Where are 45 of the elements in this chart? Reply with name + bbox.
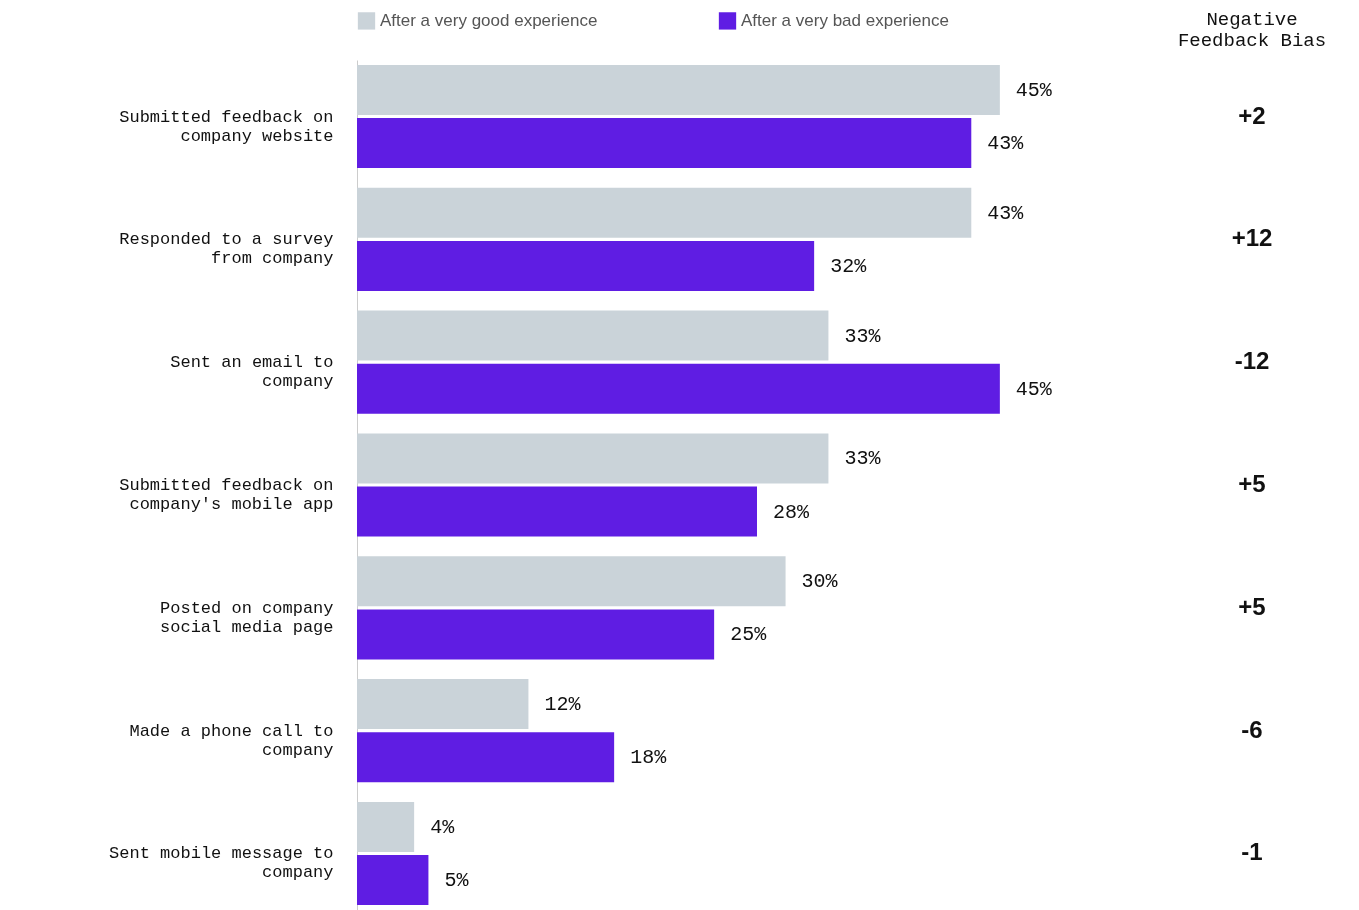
data-label: 33% <box>844 324 882 348</box>
y-tick-label: Submitted feedback on company website <box>119 107 334 146</box>
data-label: 12% <box>544 693 582 717</box>
annotation: -12 <box>1234 347 1270 375</box>
data-label: 4% <box>430 815 456 839</box>
bar <box>357 363 1000 414</box>
data-label: 33% <box>844 447 882 471</box>
bar <box>357 310 829 361</box>
annotation: +5 <box>1238 470 1266 497</box>
data-label: 28% <box>773 500 810 524</box>
data-label: 32% <box>830 254 868 278</box>
data-label: 5% <box>444 869 470 893</box>
data-label: 30% <box>801 570 839 594</box>
bar <box>357 433 829 484</box>
legend-label: After a very good experience <box>380 10 598 30</box>
y-tick-label: Submitted feedback on company's mobile app <box>119 476 334 514</box>
annotation: +12 <box>1231 224 1273 252</box>
data-label: 45% <box>1015 78 1053 102</box>
bar <box>357 486 757 537</box>
y-tick-label: Made a phone call to company <box>129 721 334 760</box>
annotation: +5 <box>1238 592 1266 620</box>
y-tick-label: Sent mobile message to company <box>109 844 334 883</box>
annotation: -6 <box>1241 715 1263 743</box>
data-label: 45% <box>1015 377 1053 401</box>
annotation: -1 <box>1241 838 1263 866</box>
bar <box>357 64 1000 115</box>
bar <box>357 679 529 730</box>
y-tick-label: Posted on company social media page <box>160 598 334 637</box>
bar <box>357 609 715 660</box>
data-label: 18% <box>630 746 668 770</box>
bar <box>357 240 815 291</box>
bar <box>357 732 615 783</box>
annotation: +2 <box>1238 101 1266 129</box>
bar <box>357 556 786 607</box>
y-tick-label: Sent an email to company <box>170 353 334 392</box>
y-tick-label: Responded to a survey from company <box>119 230 334 269</box>
bar <box>357 855 429 906</box>
bar <box>357 801 415 852</box>
annotation: Negative Feedback Bias <box>1177 9 1327 52</box>
data-label: 25% <box>730 623 768 647</box>
bar <box>357 187 972 238</box>
legend-label: After a very bad experience <box>741 10 949 30</box>
data-label: 43% <box>987 132 1025 156</box>
bar <box>357 118 972 169</box>
data-label: 43% <box>987 201 1025 225</box>
